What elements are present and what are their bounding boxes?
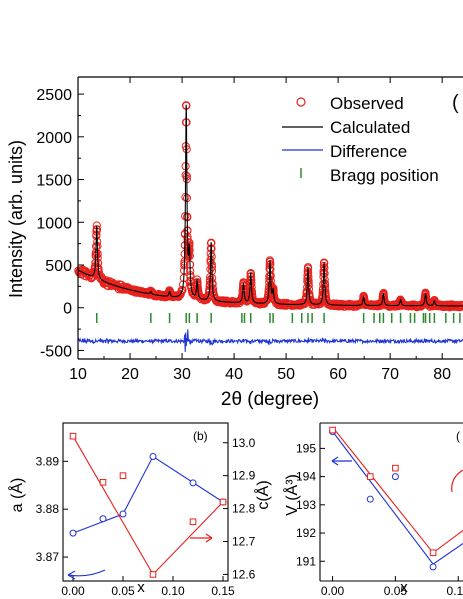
- plot-area-c: [329, 426, 463, 571]
- y-axis-label-left: a (Å): [7, 478, 26, 513]
- x-tick-label-b: 0.10: [161, 584, 185, 598]
- legend-calculated-label: Calculated: [330, 118, 410, 137]
- difference-curve: [77, 329, 463, 352]
- y-tick-label: -500: [40, 343, 72, 360]
- y-tick-label-c: 193: [296, 498, 316, 512]
- arrow-to-left-axis-icon: [67, 569, 106, 577]
- arrow-right-curve-icon: [451, 469, 463, 493]
- x-tick-label-b: 0.15: [211, 584, 235, 598]
- observed-point: [270, 296, 280, 305]
- xrd-panel: 10 20 30 40 50 60 70 80 -500 0 500 1000 1500 2000 2500…: [6, 76, 463, 410]
- a-point: [189, 479, 197, 487]
- legend-bragg-label: Bragg position: [330, 166, 439, 185]
- observed-point: [361, 300, 370, 309]
- y-tick-label-c: 191: [296, 554, 316, 568]
- volume-panel: 0.00 0.05 0.10 191 192 193 194 195 ( V (Å³) x: [282, 422, 463, 598]
- y-tick-label-left: 3.88: [36, 502, 60, 516]
- y-tick-label-right: 12.7: [232, 535, 256, 549]
- legend-difference-label: Difference: [330, 142, 407, 161]
- y-tick-label-c: 194: [296, 470, 316, 484]
- v-point-square: [429, 549, 437, 557]
- v-fit-line-square: [332, 426, 463, 554]
- panel-label: (: [452, 92, 459, 114]
- axes-c: 0.00 0.05 0.10 191 192 193 194 195: [296, 422, 463, 598]
- a-point: [149, 453, 157, 461]
- lattice-panel: 0.00 0.05 0.10 0.15 3.87 3.88 3.89 12.6 12.7 12.8…: [7, 422, 272, 598]
- v-point-circle: [391, 473, 399, 481]
- frame-b: [62, 422, 229, 582]
- y-tick-label-c: 195: [296, 441, 316, 455]
- x-tick-label: 20: [121, 366, 139, 383]
- y-tick-label-left: 3.87: [36, 550, 60, 564]
- c-point: [219, 498, 227, 506]
- observed-point: [195, 293, 204, 302]
- x-tick-label-c: 0.10: [447, 584, 463, 598]
- y-tick-label-right: 12.9: [232, 469, 256, 483]
- x-tick-label-b: 0.00: [61, 584, 85, 598]
- arrow-to-right-axis-head-icon: [205, 533, 213, 543]
- y-axis-label-right: c(Å): [253, 480, 272, 509]
- y-tick-label: 1500: [36, 173, 72, 190]
- y-tick-label: 500: [45, 258, 72, 275]
- y-tick-label: 0: [63, 301, 72, 318]
- observed-point: [457, 301, 463, 310]
- y-tick-label-c: 192: [296, 526, 316, 540]
- y-tick-label-right: 12.8: [232, 502, 256, 516]
- c-point: [119, 472, 127, 479]
- c-point: [149, 571, 157, 578]
- x-tick-label-c: 0.05: [384, 584, 408, 598]
- x-tick-label: 10: [69, 366, 87, 383]
- v-point-circle: [366, 495, 374, 503]
- y-tick-label-left: 3.89: [36, 454, 60, 468]
- legend-observed-label: Observed: [330, 94, 404, 113]
- legend-observed-marker: [296, 97, 306, 107]
- arrow-left-head-icon: [331, 456, 339, 466]
- x-tick-label-b: 0.05: [111, 584, 135, 598]
- y-tick-label-right: 12.6: [232, 567, 256, 581]
- x-tick-label-c: 0.00: [321, 584, 345, 598]
- v-point-square: [366, 473, 374, 480]
- y-tick-label: 2000: [36, 130, 72, 147]
- v-point-square: [392, 464, 399, 472]
- x-tick-label: 80: [433, 366, 451, 383]
- x-axis-label-c: x: [400, 579, 408, 596]
- c-point: [189, 518, 197, 526]
- arrow-to-left-axis-head-icon: [67, 570, 76, 580]
- legend: Observed Calculated Difference Bragg pos…: [282, 94, 439, 185]
- axes-b: 0.00 0.05 0.10 0.15 3.87 3.88 3.89 12.6 12.7 12.8…: [36, 422, 256, 598]
- x-tick-label: 40: [225, 366, 243, 383]
- observed-point: [167, 290, 176, 299]
- a-fit-line: [72, 455, 224, 534]
- x-tick-label: 60: [329, 366, 347, 383]
- plot-area: [74, 101, 463, 352]
- plot-area-b: [69, 432, 227, 578]
- c-fit-line: [72, 435, 224, 576]
- v-point-square: [329, 426, 336, 434]
- c-point: [69, 432, 77, 440]
- y-tick-label: 2500: [36, 87, 72, 104]
- y-axis-label: Intensity (arb. units): [6, 140, 26, 298]
- x-tick-label: 70: [381, 366, 399, 383]
- x-axis-label: 2θ (degree): [221, 389, 319, 410]
- calculated-curve: [77, 104, 463, 307]
- v-point-circle: [429, 563, 437, 571]
- panel-b-label: (b): [193, 429, 208, 443]
- panel-c-label: (: [456, 429, 460, 443]
- a-point: [99, 515, 107, 523]
- c-point: [99, 478, 107, 486]
- a-point: [119, 510, 127, 518]
- y-axis-label-c: V (Å³): [282, 474, 301, 516]
- x-tick-label: 30: [173, 366, 191, 383]
- y-tick-label-right: 13.0: [232, 436, 256, 450]
- axes: 10 20 30 40 50 60 70 80 -500 0 500 1000 1500 2000 2500: [36, 76, 463, 383]
- x-axis-label-b: x: [137, 579, 145, 596]
- x-tick-label: 50: [277, 366, 295, 383]
- a-point: [69, 529, 77, 537]
- y-tick-label: 1000: [36, 215, 72, 232]
